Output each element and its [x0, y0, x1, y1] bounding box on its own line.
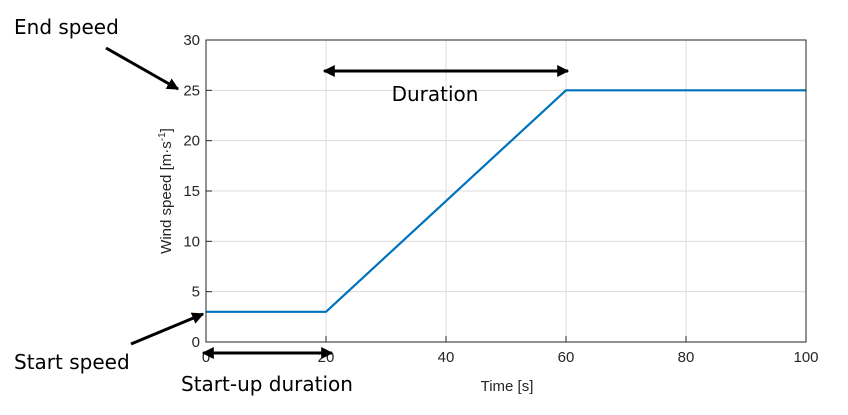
- y-tick-label: 0: [192, 334, 200, 351]
- annotation-start-speed: Start speed: [14, 350, 130, 374]
- x-axis-label: Time [s]: [481, 378, 534, 395]
- arrow-end-speed: [105, 46, 180, 91]
- y-axis-label-dot: ·: [158, 149, 175, 154]
- y-axis-label-close: ]: [158, 128, 175, 132]
- y-tick-label: 15: [183, 183, 200, 200]
- y-axis-label-main: Wind speed [m: [158, 154, 175, 254]
- y-tick-label: 20: [183, 133, 200, 150]
- series-line: [206, 89, 806, 313]
- y-axis-label-unit: s: [158, 141, 175, 149]
- annotation-startup-duration: Start-up duration: [181, 372, 353, 396]
- y-tick-label: 5: [192, 284, 200, 301]
- y-tick-label: 25: [183, 82, 200, 99]
- annotation-end-speed: End speed: [14, 15, 119, 39]
- x-tick-label: 80: [678, 349, 695, 366]
- y-axis-label: Wind speed [m·s-1]: [157, 128, 175, 254]
- series-layer: [206, 89, 806, 313]
- y-axis-label-exponent: -1: [157, 132, 168, 141]
- x-tick-label: 40: [438, 349, 455, 366]
- x-tick-label: 100: [793, 349, 818, 366]
- y-tick-label: 30: [183, 32, 200, 49]
- arrow-start-speed: [130, 312, 205, 346]
- annotation-duration: Duration: [392, 82, 479, 106]
- x-tick-label: 60: [558, 349, 575, 366]
- y-tick-label: 10: [183, 233, 200, 250]
